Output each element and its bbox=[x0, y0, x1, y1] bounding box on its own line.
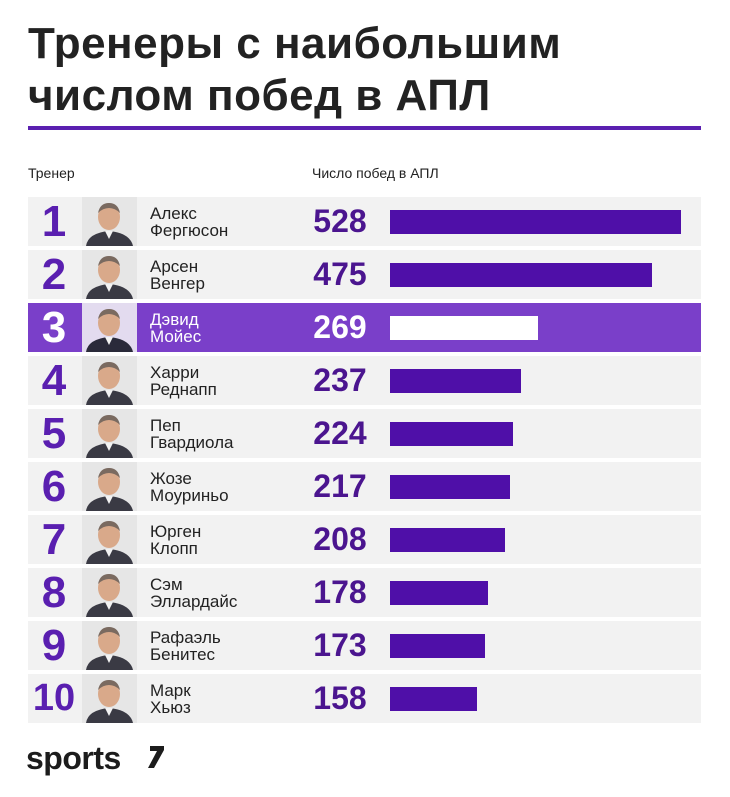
coach-name: Арсен Венгер bbox=[150, 258, 310, 292]
coach-name: Сэм Эллардайс bbox=[150, 576, 310, 610]
coach-portrait-icon bbox=[86, 680, 133, 723]
coach-photo bbox=[82, 197, 137, 246]
coach-name: Жозе Моуриньо bbox=[150, 470, 310, 504]
coach-photo bbox=[82, 303, 137, 352]
rank-label: 3 bbox=[41, 303, 67, 352]
coach-row: 7 Юрген Клопп 208 bbox=[28, 515, 701, 564]
coach-last-name: Моуриньо bbox=[150, 486, 229, 505]
coach-last-name: Гвардиола bbox=[150, 433, 234, 452]
coach-portrait-icon bbox=[86, 203, 133, 246]
coach-portrait-icon bbox=[86, 521, 133, 564]
wins-bar bbox=[390, 581, 488, 605]
coach-photo bbox=[82, 515, 137, 564]
wins-value: 475 bbox=[313, 256, 367, 292]
coach-last-name: Реднапп bbox=[150, 380, 217, 399]
title-line-2: числом побед в АПЛ bbox=[28, 71, 491, 120]
coach-row: 2 Арсен Венгер 475 bbox=[28, 250, 701, 299]
coach-column-header: Тренер bbox=[28, 165, 75, 181]
coach-name: Юрген Клопп bbox=[150, 523, 310, 557]
coach-name: Алекс Фергюсон bbox=[150, 205, 310, 239]
coach-portrait-icon bbox=[86, 468, 133, 511]
coach-row: 6 Жозе Моуриньо 217 bbox=[28, 462, 701, 511]
coach-photo bbox=[82, 674, 137, 723]
ranking-chart: 1 Алекс Фергюсон 528 2 Арсен Венгер 475 3 Дэвид Мо… bbox=[28, 197, 701, 727]
coach-portrait-icon bbox=[86, 574, 133, 617]
coach-first-name: Харри bbox=[150, 363, 200, 382]
coach-photo bbox=[82, 621, 137, 670]
coach-row: 5 Пеп Гвардиола 224 bbox=[28, 409, 701, 458]
wins-column-header: Число побед в АПЛ bbox=[312, 165, 439, 181]
coach-first-name: Марк bbox=[150, 681, 191, 700]
coach-portrait-icon bbox=[86, 627, 133, 670]
coach-last-name: Клопп bbox=[150, 539, 198, 558]
wins-value: 237 bbox=[313, 362, 367, 398]
rank-label: 2 bbox=[41, 250, 67, 299]
wins-bar bbox=[390, 316, 538, 340]
coach-row: 8 Сэм Эллардайс 178 bbox=[28, 568, 701, 617]
wins-bar bbox=[390, 475, 510, 499]
wins-value: 528 bbox=[313, 203, 367, 239]
coach-photo bbox=[82, 356, 137, 405]
wins-bar bbox=[390, 687, 477, 711]
coach-photo bbox=[82, 568, 137, 617]
coach-first-name: Арсен bbox=[150, 257, 199, 276]
coach-last-name: Венгер bbox=[150, 274, 205, 293]
wins-value: 178 bbox=[313, 574, 367, 610]
rank-label: 9 bbox=[41, 621, 67, 670]
rank-label: 4 bbox=[41, 356, 67, 405]
coach-last-name: Мойес bbox=[150, 327, 202, 346]
coach-name: Харри Реднапп bbox=[150, 364, 310, 398]
coach-last-name: Эллардайс bbox=[150, 592, 238, 611]
wins-value: 269 bbox=[313, 309, 367, 345]
coach-photo bbox=[82, 462, 137, 511]
coach-last-name: Фергюсон bbox=[150, 221, 229, 240]
rank-label: 1 bbox=[41, 197, 67, 246]
coach-last-name: Бенитес bbox=[150, 645, 216, 664]
coach-row: 1 Алекс Фергюсон 528 bbox=[28, 197, 701, 246]
wins-bar bbox=[390, 369, 521, 393]
coach-first-name: Рафаэль bbox=[150, 628, 221, 647]
coach-portrait-icon bbox=[86, 415, 133, 458]
rank-label: 5 bbox=[41, 409, 67, 458]
coach-portrait-icon bbox=[86, 362, 133, 405]
rank-label: 8 bbox=[41, 568, 67, 617]
wins-bar bbox=[390, 263, 652, 287]
coach-first-name: Алекс bbox=[150, 204, 197, 223]
coach-row: 4 Харри Реднапп 237 bbox=[28, 356, 701, 405]
coach-name: Пеп Гвардиола bbox=[150, 417, 310, 451]
coach-photo bbox=[82, 409, 137, 458]
coach-first-name: Пеп bbox=[150, 416, 181, 435]
rank-label: 6 bbox=[41, 462, 67, 511]
coach-name: Рафаэль Бенитес bbox=[150, 629, 310, 663]
wins-value: 217 bbox=[313, 468, 367, 504]
wins-value: 224 bbox=[313, 415, 367, 451]
coach-first-name: Юрген bbox=[150, 522, 202, 541]
coach-first-name: Жозе bbox=[150, 469, 192, 488]
coach-first-name: Сэм bbox=[150, 575, 183, 594]
wins-value: 208 bbox=[313, 521, 367, 557]
wins-bar bbox=[390, 528, 505, 552]
coach-portrait-icon bbox=[86, 256, 133, 299]
coach-row: 9 Рафаэль Бенитес 173 bbox=[28, 621, 701, 670]
coach-name: Марк Хьюз bbox=[150, 682, 310, 716]
coach-name: Дэвид Мойес bbox=[150, 311, 310, 345]
rank-label: 10 bbox=[32, 677, 76, 719]
coach-first-name: Дэвид bbox=[150, 310, 199, 329]
sports-logo: sports bbox=[26, 740, 121, 776]
title-line-1: Тренеры с наибольшим bbox=[28, 19, 562, 68]
coach-last-name: Хьюз bbox=[150, 698, 191, 717]
coach-portrait-icon bbox=[86, 309, 133, 352]
page-title: Тренеры с наибольшим числом побед в АПЛ bbox=[28, 18, 708, 122]
title-divider bbox=[28, 126, 701, 130]
coach-row: 3 Дэвид Мойес 269 bbox=[28, 303, 701, 352]
rank-label: 7 bbox=[41, 515, 67, 564]
wins-bar bbox=[390, 634, 485, 658]
wins-bar bbox=[390, 210, 681, 234]
coach-row: 10 Марк Хьюз 158 bbox=[28, 674, 701, 723]
wins-bar bbox=[390, 422, 513, 446]
coach-photo bbox=[82, 250, 137, 299]
wins-value: 158 bbox=[313, 680, 367, 716]
wins-value: 173 bbox=[313, 627, 367, 663]
logo-mark-icon bbox=[148, 746, 164, 768]
